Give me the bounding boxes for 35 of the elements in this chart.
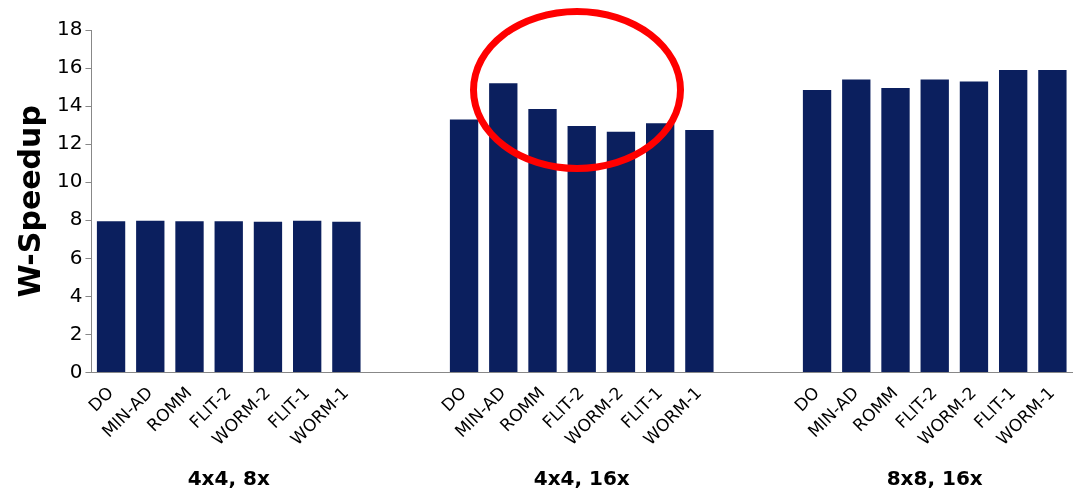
bar <box>96 221 126 373</box>
bar <box>1038 69 1067 373</box>
y-tick-label: 12 <box>57 130 83 155</box>
y-tick-label: 6 <box>69 244 83 269</box>
bar <box>567 126 596 373</box>
y-axis-title: W-Speedup <box>11 105 47 298</box>
bar <box>489 83 518 373</box>
y-tick-label: 16 <box>57 54 83 79</box>
y-tick-label: 18 <box>57 16 83 41</box>
y-tick-label: 4 <box>69 282 83 307</box>
y-tick-label: 0 <box>69 358 83 383</box>
y-tick-label: 14 <box>57 92 83 117</box>
text: 8x8, 16x <box>886 466 983 491</box>
bar <box>920 79 949 373</box>
bar <box>959 81 989 373</box>
bar <box>646 123 675 373</box>
bar <box>606 131 636 373</box>
bar <box>802 89 832 373</box>
text: 4x4, 8x <box>187 466 270 491</box>
bar <box>881 88 910 373</box>
bar <box>449 119 479 373</box>
bar <box>685 129 714 373</box>
bar <box>999 69 1028 373</box>
bar <box>842 79 871 373</box>
y-tick-label: 10 <box>57 168 83 193</box>
y-tick-label: 8 <box>69 206 83 231</box>
y-tick-label: 2 <box>69 320 83 345</box>
bar <box>136 220 165 373</box>
bar <box>214 221 243 373</box>
bar <box>175 221 204 373</box>
text: 4x4, 16x <box>533 466 630 491</box>
bar <box>293 220 322 373</box>
bar <box>332 221 361 373</box>
bar <box>253 221 283 373</box>
bar <box>528 108 557 373</box>
